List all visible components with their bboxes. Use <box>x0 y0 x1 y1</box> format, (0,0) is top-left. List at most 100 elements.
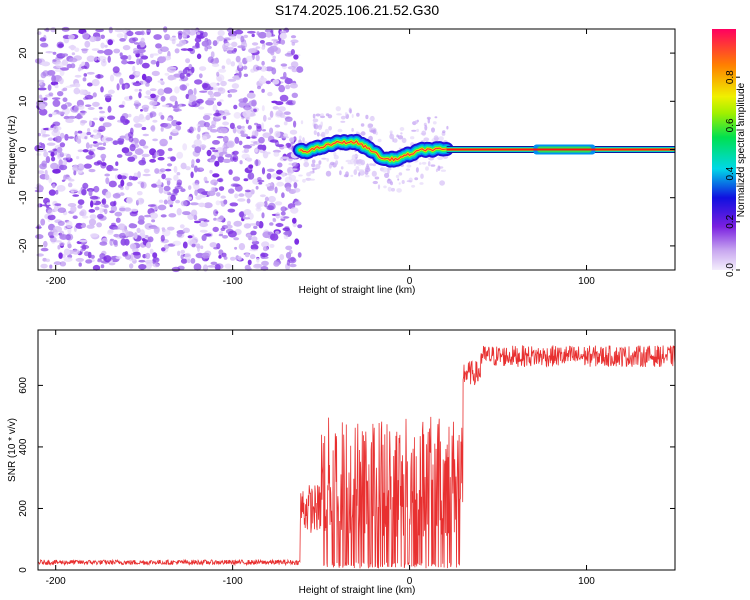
noise-blob <box>112 193 121 199</box>
noise-blob <box>166 179 171 186</box>
noise-blob <box>251 236 258 242</box>
noise-blob <box>76 156 80 160</box>
noise-blob <box>80 65 88 69</box>
signal-halo-blob <box>364 174 370 178</box>
signal-halo-blob <box>377 184 381 190</box>
noise-blob <box>63 159 68 166</box>
noise-blob <box>294 238 300 245</box>
snr-y-ticks: 0 200 400 600 <box>18 377 675 573</box>
noise-blob <box>244 264 251 271</box>
colorbar-tick-label: 0.8 <box>725 70 736 84</box>
signal-halo-blob <box>353 161 357 166</box>
noise-blob <box>80 90 89 95</box>
noise-blob <box>216 243 221 250</box>
noise-blob <box>196 133 201 140</box>
noise-blob <box>40 42 49 48</box>
noise-blob <box>280 39 286 45</box>
noise-blob <box>245 253 250 258</box>
noise-blob <box>159 138 168 147</box>
noise-blob <box>174 48 180 54</box>
noise-blob <box>222 235 229 239</box>
snr-panel: -200 -100 0 100 0 200 400 600 Height of straig… <box>7 329 676 596</box>
noise-blob <box>248 164 254 169</box>
noise-blob <box>265 31 272 38</box>
noise-blob <box>128 131 134 138</box>
noise-blob <box>40 263 48 269</box>
noise-blob <box>161 247 166 252</box>
noise-blob <box>113 233 120 238</box>
signal-halo-blob <box>337 128 343 133</box>
noise-blob <box>283 216 289 219</box>
noise-blob <box>127 61 136 65</box>
noise-blob <box>160 234 165 242</box>
spectrogram-y-label: Frequency (Hz) <box>7 116 18 185</box>
noise-blob <box>54 203 62 207</box>
noise-blob <box>218 152 224 157</box>
noise-blob <box>62 97 68 102</box>
noise-blob <box>161 56 166 63</box>
noise-blob <box>246 233 252 239</box>
signal-halo-blob <box>351 127 354 132</box>
noise-blob <box>110 238 115 242</box>
noise-blob <box>126 197 133 204</box>
noise-blob <box>45 258 51 263</box>
noise-blob <box>247 30 256 34</box>
signal-halo-blob <box>440 169 446 172</box>
noise-blob <box>86 131 92 136</box>
spectrogram-marks <box>34 26 675 273</box>
noise-blob <box>255 185 259 190</box>
noise-blob <box>182 68 188 75</box>
noise-blob <box>82 77 87 82</box>
noise-blob <box>160 115 165 120</box>
noise-blob <box>174 100 178 107</box>
noise-blob <box>244 189 251 193</box>
noise-blob <box>162 229 171 237</box>
noise-blob <box>261 46 266 50</box>
noise-blob <box>219 215 224 221</box>
noise-blob <box>265 42 273 46</box>
noise-blob <box>104 173 111 177</box>
noise-blob <box>284 52 294 57</box>
noise-blob <box>140 109 143 112</box>
noise-blob <box>198 106 205 110</box>
noise-blob <box>240 130 245 135</box>
noise-blob <box>58 252 63 259</box>
noise-blob <box>226 58 231 65</box>
noise-blob <box>280 63 288 67</box>
noise-blob <box>272 55 277 60</box>
noise-blob <box>46 202 50 206</box>
signal-halo-blob <box>328 126 332 131</box>
signal-halo-blob <box>423 137 430 142</box>
noise-blob <box>128 175 133 181</box>
noise-blob <box>193 165 198 173</box>
noise-blob <box>113 48 121 54</box>
noise-blob <box>93 129 99 133</box>
noise-blob <box>45 51 54 54</box>
noise-blob <box>275 201 283 206</box>
signal-halo-blob <box>389 133 395 140</box>
noise-blob <box>195 35 203 39</box>
noise-blob <box>180 258 188 264</box>
noise-blob <box>88 151 95 156</box>
noise-blob <box>199 167 204 171</box>
noise-blob <box>242 65 248 70</box>
noise-blob <box>231 151 235 156</box>
noise-blob <box>279 94 289 102</box>
signal-halo-blob <box>414 177 419 181</box>
noise-blob <box>160 214 167 218</box>
noise-blob <box>128 37 136 44</box>
signal-halo-blob <box>311 163 316 168</box>
noise-blob <box>93 144 99 148</box>
noise-blob <box>61 179 65 182</box>
noise-blob <box>176 172 181 176</box>
noise-blob <box>57 207 67 213</box>
signal-halo-blob <box>387 169 390 174</box>
noise-blob <box>172 240 182 246</box>
noise-blob <box>176 43 183 47</box>
noise-blob <box>265 183 271 187</box>
noise-blob <box>246 92 256 99</box>
noise-blob <box>73 87 81 95</box>
noise-blob <box>247 125 252 130</box>
noise-blob <box>205 99 215 106</box>
noise-blob <box>297 224 303 229</box>
